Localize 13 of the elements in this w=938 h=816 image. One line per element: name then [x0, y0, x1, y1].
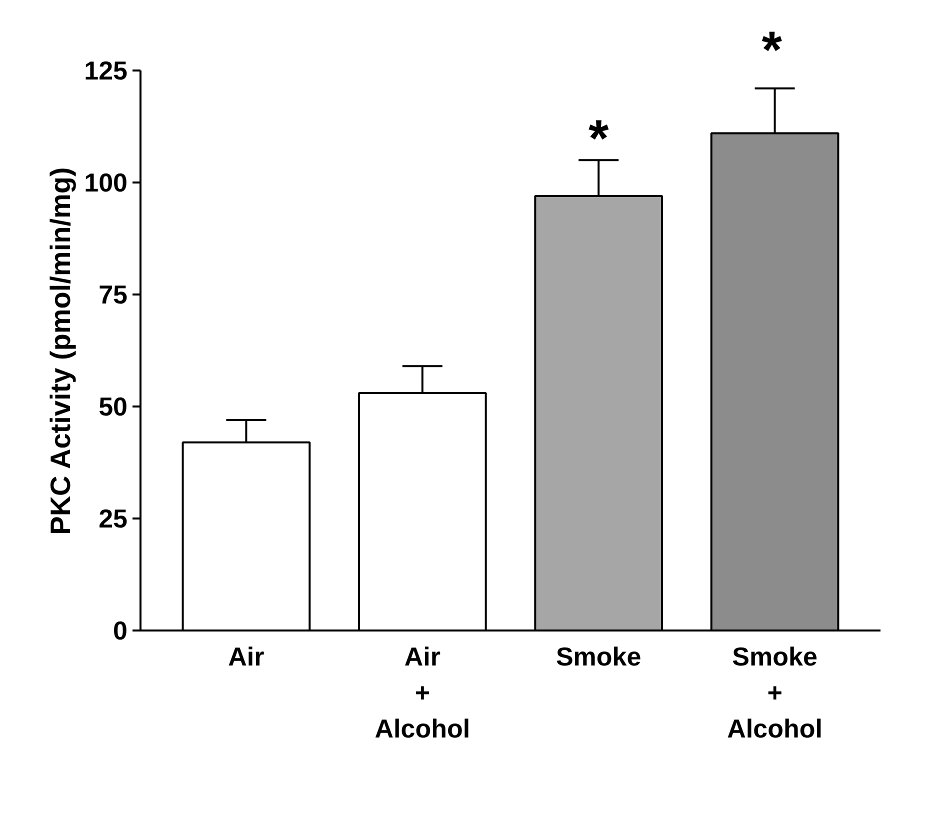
y-tick-label: 25	[98, 504, 128, 534]
y-tick-label: 100	[84, 168, 128, 198]
x-tick-label: Air + Alcohol	[374, 642, 470, 744]
y-tick-label: 125	[84, 56, 128, 86]
x-tick-label: Smoke + Alcohol	[727, 642, 822, 744]
x-tick-label: Air	[228, 642, 264, 672]
annotation: *	[588, 110, 610, 168]
y-axis-title: PKC Activity (pmol/min/mg)	[45, 167, 76, 535]
y-tick-label: 75	[98, 280, 128, 310]
x-tick-label: Smoke	[556, 642, 642, 672]
y-tick-label: 50	[98, 392, 128, 422]
annotation: *	[762, 22, 783, 80]
y-tick-label: 0	[113, 616, 128, 646]
